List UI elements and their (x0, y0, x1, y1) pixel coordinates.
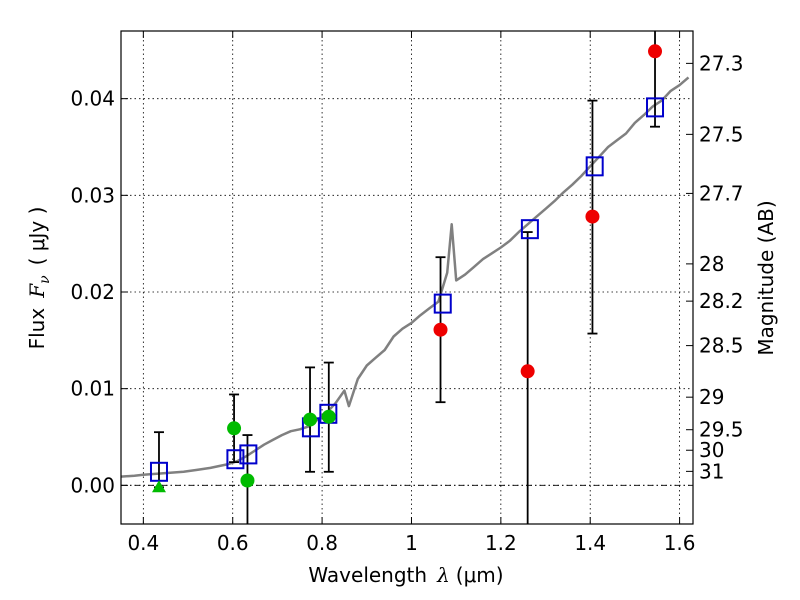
x-tick-label: 1.4 (574, 531, 606, 555)
y2-tick-label: 28 (699, 252, 724, 276)
y-tick-label: 0.01 (70, 377, 115, 401)
model-photometry-square (239, 444, 258, 465)
y2-tick-label: 27.5 (699, 122, 744, 146)
x-tick-label: 0.8 (306, 531, 338, 555)
y2-tick-label: 31 (699, 459, 724, 483)
red-data-point (585, 209, 600, 224)
green-data-point (227, 421, 242, 436)
y-tick-label: 0.02 (70, 280, 115, 304)
model-spectrum-line (120, 76, 690, 478)
data-markers (149, 44, 665, 493)
y2-tick-label: 29.5 (699, 418, 744, 442)
y-axis: 0.00 0.01 0.02 0.03 0.04 (70, 87, 128, 497)
y2-tick-label: 29 (699, 385, 724, 409)
x-axis: 0.4 0.6 0.8 1 1.2 1.4 1.6 (127, 31, 696, 555)
y2-tick-label: 28.5 (699, 334, 744, 358)
red-data-point (433, 322, 448, 337)
y-tick-label: 0.00 (70, 473, 115, 497)
model-photometry-square (433, 293, 452, 314)
green-data-point (321, 409, 336, 424)
x-tick-label: 1.2 (485, 531, 517, 555)
x-tick-label: 1 (405, 531, 418, 555)
red-data-point (520, 364, 535, 379)
y2-tick-label: 27.3 (699, 51, 744, 75)
y2-tick-label: 28.2 (699, 289, 744, 313)
grid-lines (121, 31, 693, 524)
y2-tick-label: 27.7 (699, 181, 744, 205)
model-photometry-square (520, 219, 539, 240)
x-axis-label: Wavelength λ (μm) (308, 563, 503, 587)
green-data-point (240, 473, 255, 488)
green-data-point (303, 412, 318, 427)
y-tick-label: 0.03 (70, 183, 115, 207)
model-photometry-square (226, 449, 245, 470)
y2-tick-label: 30 (699, 438, 724, 462)
red-data-point (648, 44, 663, 59)
x-tick-label: 0.4 (127, 531, 159, 555)
secondary-y-axis-label: Magnitude (AB) (754, 200, 778, 355)
x-tick-label: 0.6 (217, 531, 249, 555)
y-axis-label: FluxFν( μJy ) (25, 207, 53, 350)
plot-frame (120, 30, 694, 525)
x-tick-label: 1.6 (664, 531, 696, 555)
y-tick-label: 0.04 (70, 87, 115, 111)
upper-limit-triangle (151, 480, 166, 493)
model-photometry-square (585, 156, 604, 177)
model-photometry-square (646, 97, 665, 118)
